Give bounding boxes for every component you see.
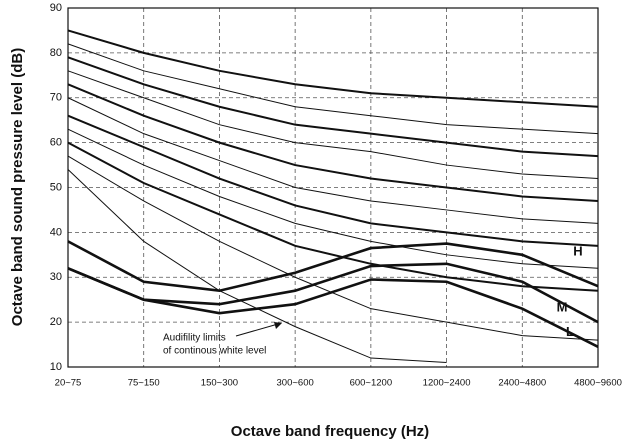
y-tick-label: 40	[50, 226, 62, 238]
y-tick-label: 80	[50, 47, 62, 59]
y-tick-label: 50	[50, 181, 62, 193]
x-tick-label: 150~300	[201, 378, 238, 389]
series-line	[67, 240, 599, 293]
series-line	[67, 29, 599, 108]
series-line	[67, 128, 599, 269]
y-tick-label: 60	[50, 137, 62, 149]
line-label: H	[573, 244, 582, 259]
line-label: M	[557, 300, 568, 315]
y-tick-label: 20	[50, 316, 62, 328]
x-tick-label: 1200~2400	[423, 378, 471, 389]
x-tick-label: 600~1200	[350, 378, 393, 389]
y-tick-label: 30	[50, 271, 62, 283]
y-tick-label: 70	[50, 92, 62, 104]
series-line	[67, 97, 599, 224]
series-line	[67, 267, 599, 348]
line-label: L	[566, 324, 574, 339]
plot-frame	[67, 7, 599, 368]
annotation-arrow	[235, 323, 279, 337]
series-line	[67, 56, 599, 158]
series-line	[67, 43, 599, 135]
series-line	[67, 83, 599, 202]
x-axis-title: Octave band frequency (Hz)	[231, 423, 429, 440]
x-tick-label: 20~75	[55, 378, 82, 389]
y-tick-label: 90	[50, 2, 62, 14]
series-line	[67, 70, 599, 180]
annotation: of continous white level	[163, 346, 266, 357]
y-axis-title: Octave band sound pressure level (dB)	[9, 48, 26, 326]
x-tick-label: 300~600	[277, 378, 314, 389]
series-line	[67, 114, 599, 247]
annotation: Audifility limits	[163, 333, 226, 344]
series-line	[67, 141, 599, 292]
x-tick-label: 2400~4800	[498, 378, 546, 389]
arrow-head	[274, 322, 282, 329]
y-tick-label: 10	[50, 361, 62, 373]
x-tick-label: 75~150	[128, 378, 160, 389]
series-line	[67, 262, 599, 324]
x-tick-label: 4800~9600	[574, 378, 622, 389]
